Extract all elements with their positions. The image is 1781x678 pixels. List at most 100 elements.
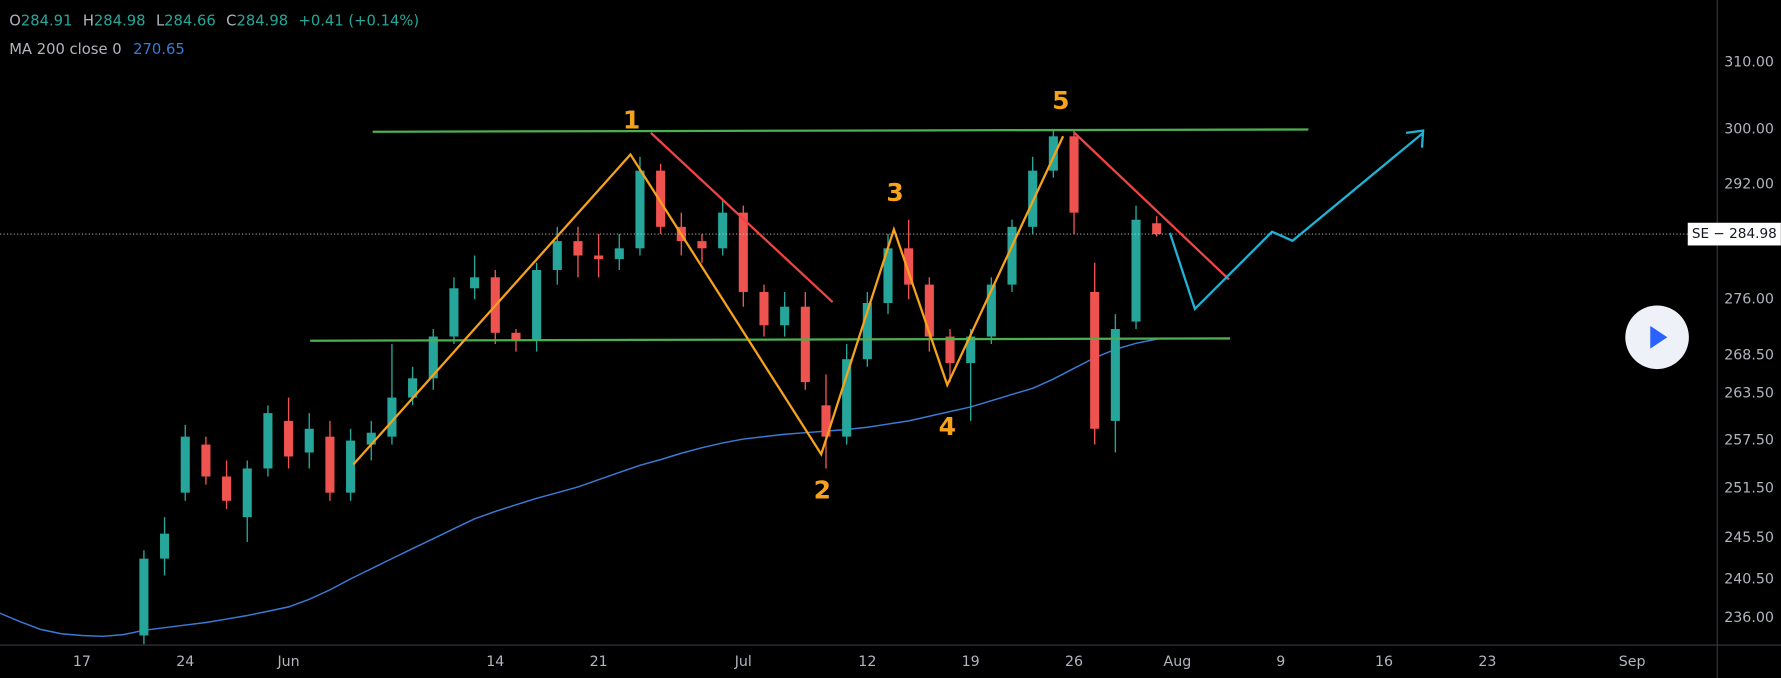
candle-body	[1131, 219, 1141, 322]
change: +0.41 (+0.14%)	[298, 13, 419, 30]
y-tick-label: 251.50	[1724, 481, 1774, 497]
candle-body	[1152, 223, 1162, 235]
candle-body	[284, 420, 294, 457]
x-tick-label: 26	[1065, 654, 1083, 670]
candle-body	[573, 241, 583, 256]
ma-line	[0, 338, 1157, 638]
y-tick-label: 257.50	[1724, 433, 1774, 449]
candle-body	[842, 359, 852, 437]
candle-body	[656, 170, 666, 227]
y-tick-label: 263.50	[1724, 386, 1774, 402]
wave-label: 1	[623, 106, 640, 135]
candle-body	[635, 170, 645, 249]
x-tick-label: 12	[858, 654, 876, 670]
x-tick-label: 19	[962, 654, 980, 670]
resistance-line	[372, 128, 1309, 133]
ma-legend: MA 200 close 0 270.65	[9, 41, 185, 58]
candle-body	[1090, 291, 1100, 429]
candle-body	[883, 248, 893, 304]
x-tick-label: 24	[176, 654, 194, 670]
ohlc-key: O	[9, 13, 21, 30]
candle-body	[862, 303, 872, 360]
candle-body	[408, 378, 418, 398]
candle-body	[242, 468, 252, 518]
x-tick-label: 17	[73, 654, 91, 670]
y-tick-label: 276.00	[1724, 291, 1774, 307]
candle-body	[1007, 226, 1017, 285]
candle-body	[470, 277, 480, 289]
x-tick-label: Sep	[1619, 654, 1646, 670]
ohlc-value: 284.98	[94, 13, 146, 30]
candle-body	[139, 558, 149, 636]
candle-body	[945, 336, 955, 364]
candle-body	[1048, 136, 1058, 171]
drawings	[310, 128, 1425, 466]
candle-body	[966, 336, 976, 364]
play-button[interactable]	[1625, 305, 1689, 370]
wave-label: 4	[939, 412, 956, 441]
candle-body	[759, 291, 769, 326]
y-tick-label: 245.50	[1724, 530, 1774, 546]
candle-body	[222, 476, 232, 501]
candle-body	[387, 397, 397, 437]
wave-line	[352, 135, 1065, 466]
candle-body	[780, 306, 790, 326]
candle-body	[552, 241, 562, 271]
y-tick-label: 236.00	[1724, 610, 1774, 626]
x-tick-label: 23	[1478, 654, 1496, 670]
candle-body	[697, 241, 707, 249]
play-icon[interactable]	[1650, 325, 1668, 349]
x-tick-label: Jul	[734, 654, 752, 670]
ma-name: MA 200 close 0	[9, 41, 121, 58]
ohlc-value: 284.91	[21, 13, 73, 30]
candle-body	[428, 336, 438, 379]
price-label-box	[1687, 222, 1781, 246]
trend-line	[650, 132, 834, 303]
plot	[0, 129, 1718, 645]
candle-body	[904, 248, 914, 285]
ohlc-value: 284.98	[236, 13, 288, 30]
candle-body	[594, 255, 604, 260]
candle-body	[160, 533, 170, 559]
ma-value: 270.65	[133, 41, 185, 58]
y-tick-label: 268.50	[1724, 347, 1774, 363]
ohlc-key: L	[156, 13, 165, 30]
y-tick-label: 300.00	[1724, 122, 1774, 138]
wave-label: 5	[1052, 86, 1069, 115]
x-tick-label: Jun	[277, 654, 300, 670]
x-tick-label: 21	[590, 654, 608, 670]
candle-body	[325, 436, 335, 493]
x-tick-label: 16	[1375, 654, 1393, 670]
candle-body	[511, 332, 521, 341]
candle-body	[1110, 329, 1120, 421]
candle-body	[614, 248, 624, 260]
y-tick-label: 292.00	[1724, 177, 1774, 193]
candle-body	[986, 284, 996, 337]
ohlc-legend: O284.91 H284.98 L284.66 C284.98 +0.41 (+…	[9, 13, 419, 30]
candle-body	[800, 306, 810, 383]
arrow-head	[1405, 129, 1425, 148]
candle-body	[449, 288, 459, 337]
candle-body	[924, 284, 934, 337]
wave-label: 2	[814, 476, 831, 505]
candle-body	[263, 413, 273, 469]
candle-body	[304, 428, 314, 453]
candle-body	[180, 436, 190, 493]
y-tick-label: 310.00	[1724, 55, 1774, 71]
candle-body	[1028, 170, 1038, 227]
x-tick-label: Aug	[1164, 654, 1192, 670]
x-tick-label: 14	[486, 654, 504, 670]
candle-body	[821, 405, 831, 437]
ohlc-key: H	[83, 13, 94, 30]
candle-body	[532, 270, 542, 341]
projection-arrow	[1168, 131, 1424, 312]
candle-body	[366, 432, 376, 445]
price-label: SE − 284.98	[1692, 226, 1777, 242]
wave-label: 3	[886, 178, 903, 207]
wave-labels: 1 2 3 4 5	[623, 86, 1070, 505]
ohlc-key: C	[226, 13, 236, 30]
x-tick-label: 9	[1276, 654, 1285, 670]
ohlc-value: 284.66	[164, 13, 216, 30]
